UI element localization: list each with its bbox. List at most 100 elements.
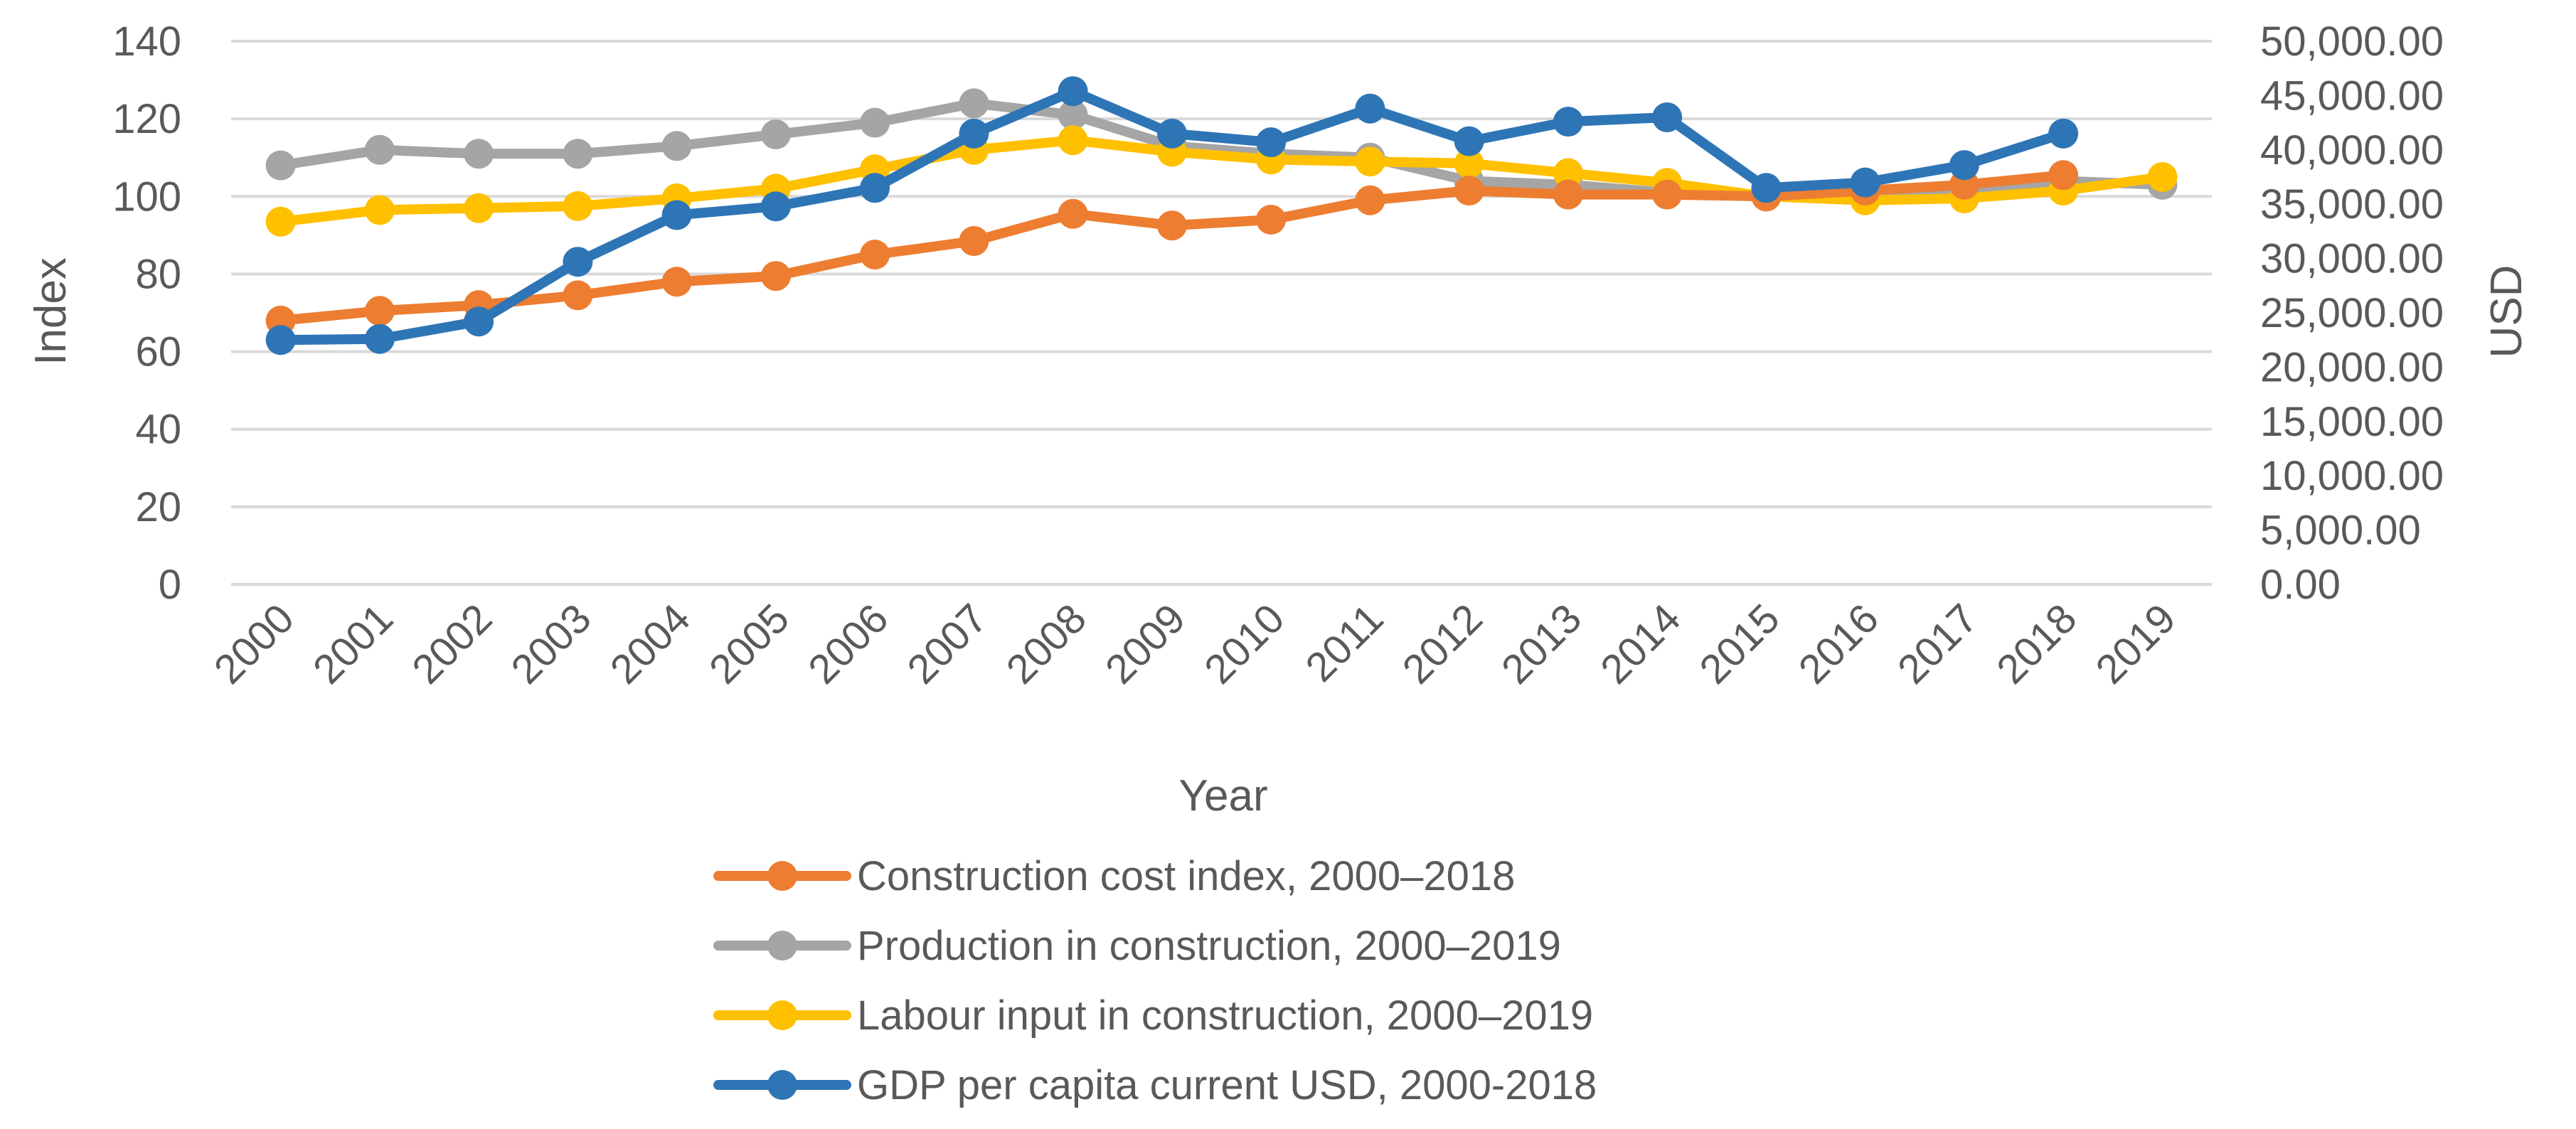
data-point [265,150,296,181]
data-point [1256,127,1287,158]
y2-tick-label: 35,000.00 [2260,181,2444,228]
x-tick-label: 2011 [1297,595,1392,690]
legend-swatch-marker [767,1070,797,1100]
data-point [265,325,296,355]
y2-tick-label: 45,000.00 [2260,73,2444,119]
series-3 [265,76,2079,355]
data-point [860,173,890,203]
legend-item: Production in construction, 2000–2019 [713,923,1561,969]
data-point [760,261,791,291]
data-point [1256,205,1287,235]
data-point [364,195,395,225]
data-point [959,88,989,119]
y2-tick-label: 20,000.00 [2260,344,2444,390]
x-tick-label: 2001 [304,595,402,692]
data-point [1058,100,1088,130]
x-tick-label: 2010 [1196,595,1293,692]
y-tick-label: 140 [112,18,181,65]
data-point [364,323,395,354]
series-layer [265,76,2178,355]
x-tick-label: 2002 [403,595,501,692]
y2-tick-label: 10,000.00 [2260,453,2444,499]
data-point [860,240,890,270]
x-tick-label: 2009 [1097,595,1194,692]
data-point [661,200,692,230]
data-point [959,226,989,256]
data-point [364,296,395,326]
y-tick-label: 40 [135,407,181,453]
legend-label: Labour input in construction, 2000–2019 [857,992,1593,1039]
data-point [1553,107,1583,137]
data-point [1355,93,1385,124]
series-line [275,135,2168,227]
data-point [1652,102,1683,132]
data-point [1058,125,1088,156]
data-point [1156,118,1187,149]
x-tick-label: 2018 [1988,595,2085,692]
x-tick-label: 2003 [502,595,600,692]
x-tick-label: 2015 [1691,595,1788,692]
x-tick-label: 2004 [602,595,699,692]
data-point [1949,150,1979,181]
data-point [563,139,593,169]
data-point [1751,173,1782,203]
data-point [1355,185,1385,215]
y-tick-label: 0 [159,562,181,608]
data-point [661,131,692,161]
data-point [265,206,296,237]
data-point [1058,76,1088,107]
y2-tick-label: 40,000.00 [2260,127,2444,173]
y-tick-label: 20 [135,484,181,530]
y2-tick-label: 50,000.00 [2260,18,2444,65]
x-tick-label: 2000 [206,595,303,692]
data-point [1652,179,1683,210]
data-point [2048,160,2079,191]
data-point [661,267,692,297]
y-tick-label: 60 [135,329,181,375]
data-point [1553,179,1583,210]
x-tick-label: 2007 [898,595,996,692]
data-point [464,193,494,223]
x-tick-label: 2006 [799,595,897,692]
legend-item: GDP per capita current USD, 2000-2018 [713,1062,1597,1108]
data-point [1850,167,1880,198]
data-point [760,191,791,222]
data-point [364,134,395,165]
y-axis-title: Index [26,257,75,365]
data-point [563,280,593,311]
y2-tick-label: 30,000.00 [2260,236,2444,282]
legend-swatch-marker [767,861,797,891]
legend: Construction cost index, 2000–2018 Produc… [713,853,1597,1108]
y2-tick-label: 0.00 [2260,562,2341,608]
data-point [1454,176,1484,206]
legend-item: Construction cost index, 2000–2018 [713,853,1515,899]
data-point [464,306,494,337]
y2-tick-label: 25,000.00 [2260,290,2444,336]
data-point [563,247,593,277]
data-point [1355,146,1385,177]
y2-axis-title: USD [2482,265,2531,358]
legend-swatch-marker [767,1000,797,1030]
x-axis-title: Year [1178,771,1267,820]
legend-label: Construction cost index, 2000–2018 [857,853,1515,899]
x-tick-label: 2016 [1790,595,1888,692]
legend-label: GDP per capita current USD, 2000-2018 [857,1062,1597,1108]
right-axis-ticks: 0.00 5,000.00 10,000.00 15,000.00 20,000.00 2… [2260,18,2444,608]
x-tick-label: 2012 [1394,595,1491,692]
legend-swatch-marker [767,931,797,961]
x-tick-label: 2014 [1592,595,1689,692]
x-tick-label: 2013 [1493,595,1590,692]
data-point [464,139,494,169]
left-axis-ticks: 0 20 40 60 80 100 120 140 [112,18,181,608]
x-axis-ticks: 2000 2001 2002 2003 2004 2005 2006 2007 2008 2009… [206,595,2185,692]
data-point [760,119,791,149]
legend-item: Labour input in construction, 2000–2019 [713,992,1593,1039]
x-tick-label: 2008 [998,595,1095,692]
y-tick-label: 120 [112,96,181,142]
y-tick-label: 80 [135,251,181,297]
y-tick-label: 100 [112,173,181,220]
data-point [1454,148,1484,178]
grid-layer [231,40,2212,586]
data-point [1058,198,1088,229]
